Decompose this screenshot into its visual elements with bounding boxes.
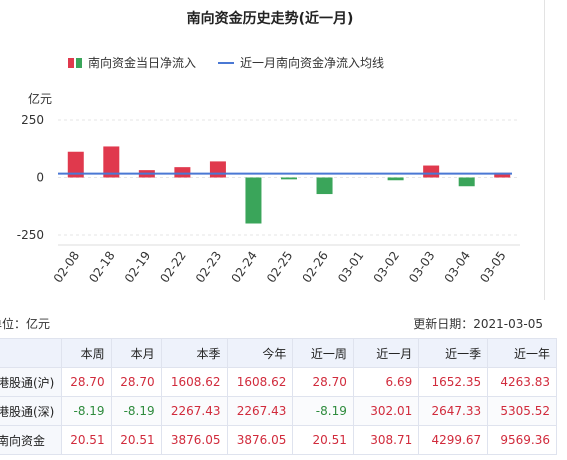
bar-02-26 <box>316 177 333 195</box>
legend-swatch-red <box>68 57 74 68</box>
x-tick-label: 03-05 <box>477 249 508 286</box>
table-row: 港股通(沪) 28.70 28.70 1608.62 1608.62 28.70 6.69 1… <box>0 367 557 397</box>
legend-label-daily-inflow: 南向资金当日净流入 <box>88 56 197 70</box>
chart-title: 南向资金历史走势(近一月) <box>186 11 354 27</box>
bar-02-23 <box>209 161 226 178</box>
bar-02-24 <box>245 177 262 224</box>
table-header-row: 本周 本月 本季 今年 近一周 近一月 近一季 近一年 <box>0 338 557 368</box>
table-cell: -8.19 <box>292 396 354 426</box>
y-tick-label: 250 <box>21 113 44 127</box>
table-cell: 3876.05 <box>226 425 294 455</box>
table-cell: 1652.35 <box>418 367 489 397</box>
table-row: 港股通(深) -8.19 -8.19 2267.43 2267.43 -8.19 302.0… <box>0 396 557 426</box>
table-cell: 1608.62 <box>160 367 228 397</box>
legend-item-average-line[interactable]: 近一月南向资金净流入均线 <box>218 54 384 71</box>
table-cell: 6.69 <box>352 367 420 397</box>
table-cell: 20.51 <box>292 425 354 455</box>
legend-item-daily-inflow[interactable]: 南向资金当日净流入 <box>68 54 196 71</box>
x-tick-label: 02-23 <box>193 249 224 286</box>
bar-02-25 <box>281 177 297 180</box>
table-cell: 1608.62 <box>226 367 294 397</box>
header-cell: 本周 <box>60 338 112 368</box>
table-cell: 28.70 <box>110 367 162 397</box>
table-row: 南向资金 20.51 20.51 3876.05 3876.05 20.51 308.71 4… <box>0 425 557 455</box>
table-cell: 9569.36 <box>487 425 557 455</box>
bar-03-03 <box>423 165 440 178</box>
x-tick-label: 02-18 <box>86 249 117 286</box>
flow-summary-table: 本周 本月 本季 今年 近一周 近一月 近一季 近一年 港股通(沪) 28.70 2… <box>0 338 557 455</box>
table-cell: 5305.52 <box>487 396 557 426</box>
table-cell: 302.01 <box>352 396 420 426</box>
table-cell: 4263.83 <box>487 367 557 397</box>
table-cell: 308.71 <box>352 425 420 455</box>
table-cell: 2267.43 <box>160 396 228 426</box>
header-cell <box>0 338 62 368</box>
bar-03-05 <box>494 172 511 178</box>
table-cell: 20.51 <box>60 425 112 455</box>
bar-03-02 <box>387 177 404 181</box>
chart-legend: 南向资金当日净流入 近一月南向资金净流入均线 <box>68 54 406 71</box>
header-cell: 本月 <box>110 338 162 368</box>
x-tick-label: 02-19 <box>122 249 153 286</box>
x-tick-label: 02-26 <box>300 249 331 286</box>
x-tick-label: 03-01 <box>335 249 366 286</box>
header-cell: 今年 <box>226 338 294 368</box>
header-cell: 本季 <box>160 338 228 368</box>
y-tick-label: -250 <box>17 228 44 242</box>
header-cell: 近一周 <box>292 338 354 368</box>
table-cell: 3876.05 <box>160 425 228 455</box>
x-tick-label: 02-22 <box>157 249 188 286</box>
bar-02-08 <box>67 151 84 178</box>
x-tick-label: 02-24 <box>228 249 259 286</box>
bar-03-04 <box>458 177 475 187</box>
bar-02-18 <box>103 146 120 178</box>
unit-label: 单位：亿元 <box>0 317 51 331</box>
table-cell: -8.19 <box>110 396 162 426</box>
x-tick-label: 03-03 <box>406 249 437 286</box>
bar-02-22 <box>174 167 191 178</box>
header-cell: 近一季 <box>418 338 489 368</box>
legend-label-average-line: 近一月南向资金净流入均线 <box>240 56 385 70</box>
row-name: 港股通(深) <box>0 396 62 426</box>
table-cell: 2267.43 <box>226 396 294 426</box>
row-name: 南向资金 <box>0 425 62 455</box>
table-cell: 28.70 <box>292 367 354 397</box>
header-cell: 近一月 <box>352 338 420 368</box>
card-border <box>544 0 545 300</box>
table-cell: -8.19 <box>60 396 112 426</box>
x-tick-label: 02-25 <box>264 249 295 286</box>
legend-swatch-green <box>76 57 82 68</box>
x-tick-label: 03-02 <box>371 249 402 286</box>
y-tick-label: 0 <box>36 171 44 185</box>
table-cell: 20.51 <box>110 425 162 455</box>
header-cell: 近一年 <box>487 338 557 368</box>
legend-swatch-line <box>218 61 235 64</box>
y-axis-unit: 亿元 <box>28 92 53 106</box>
row-name: 港股通(沪) <box>0 367 62 397</box>
x-tick-label: 03-04 <box>442 249 473 286</box>
x-tick-label: 02-08 <box>51 249 82 286</box>
table-cell: 28.70 <box>60 367 112 397</box>
update-date: 更新日期：2021-03-05 <box>413 317 543 331</box>
table-cell: 2647.33 <box>418 396 489 426</box>
table-cell: 4299.67 <box>418 425 489 455</box>
